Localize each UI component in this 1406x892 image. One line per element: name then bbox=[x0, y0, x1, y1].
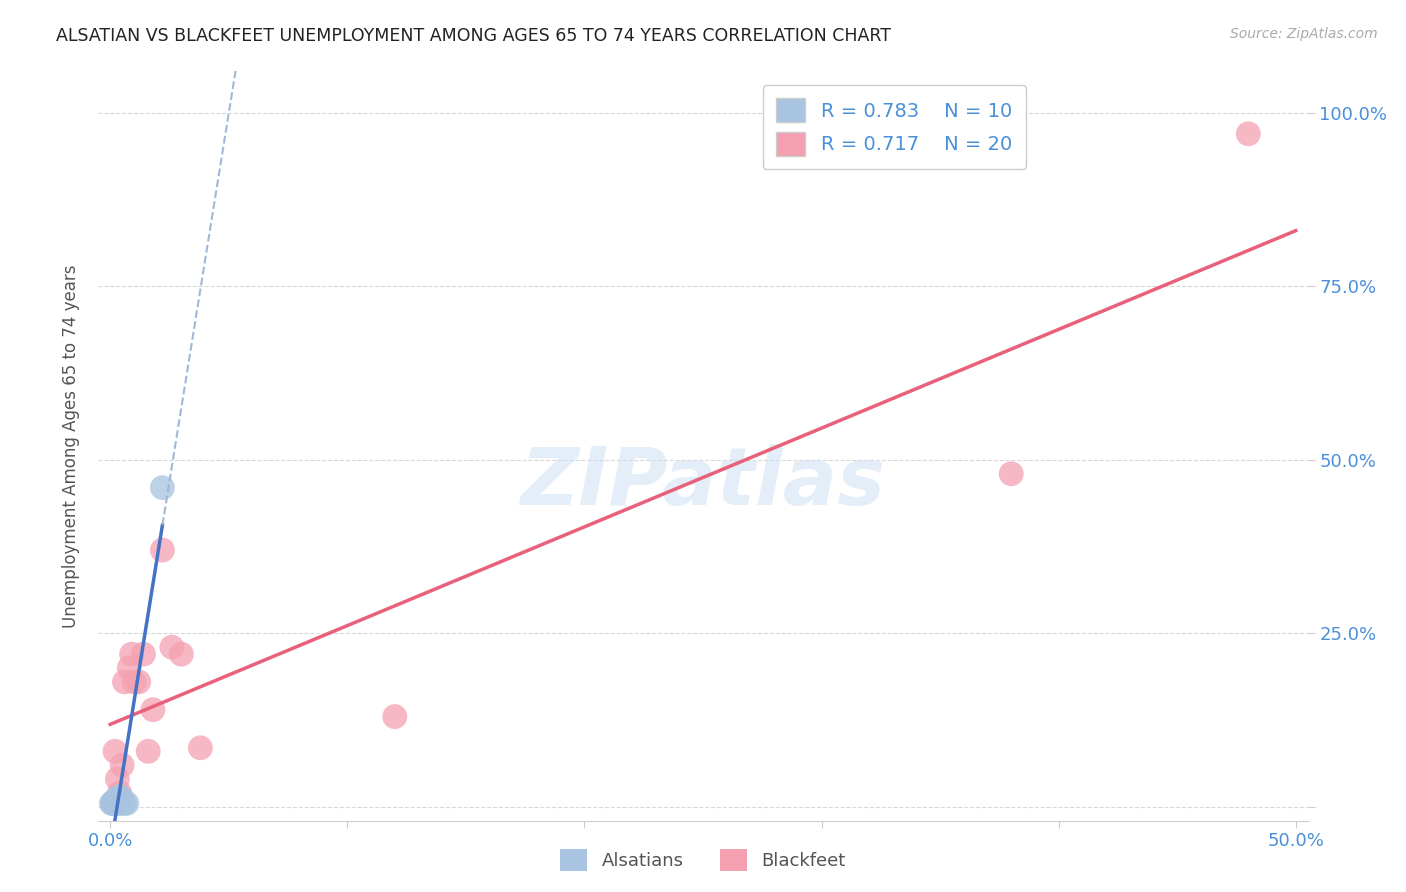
Point bbox=[100, 797, 122, 811]
Point bbox=[160, 640, 183, 655]
Y-axis label: Unemployment Among Ages 65 to 74 years: Unemployment Among Ages 65 to 74 years bbox=[62, 264, 80, 628]
Point bbox=[142, 703, 165, 717]
Point bbox=[103, 797, 125, 811]
Point bbox=[115, 797, 138, 811]
Text: Source: ZipAtlas.com: Source: ZipAtlas.com bbox=[1230, 27, 1378, 41]
Point bbox=[1000, 467, 1022, 481]
Point bbox=[108, 797, 131, 811]
Point bbox=[101, 797, 124, 811]
Text: ALSATIAN VS BLACKFEET UNEMPLOYMENT AMONG AGES 65 TO 74 YEARS CORRELATION CHART: ALSATIAN VS BLACKFEET UNEMPLOYMENT AMONG… bbox=[56, 27, 891, 45]
Point bbox=[128, 674, 150, 689]
Point bbox=[104, 744, 127, 758]
Point bbox=[122, 674, 145, 689]
Point bbox=[111, 797, 134, 811]
Point bbox=[136, 744, 159, 758]
Point bbox=[114, 797, 136, 811]
Point bbox=[190, 740, 212, 755]
Point bbox=[105, 797, 128, 811]
Point bbox=[108, 789, 131, 804]
Point bbox=[111, 793, 134, 807]
Point bbox=[118, 661, 141, 675]
Point bbox=[121, 647, 143, 661]
Point bbox=[101, 797, 124, 811]
Point bbox=[105, 772, 128, 786]
Point bbox=[111, 758, 134, 772]
Point bbox=[384, 709, 406, 723]
Point bbox=[114, 674, 136, 689]
Point bbox=[104, 793, 127, 807]
Legend: Alsatians, Blackfeet: Alsatians, Blackfeet bbox=[553, 842, 853, 879]
Text: ZIPatlas: ZIPatlas bbox=[520, 444, 886, 523]
Point bbox=[152, 543, 174, 558]
Point bbox=[105, 793, 128, 807]
Point bbox=[1237, 127, 1260, 141]
Point bbox=[104, 797, 127, 811]
Point bbox=[108, 786, 131, 800]
Point bbox=[170, 647, 193, 661]
Point bbox=[152, 481, 174, 495]
Point bbox=[132, 647, 155, 661]
Legend: R = 0.783    N = 10, R = 0.717    N = 20: R = 0.783 N = 10, R = 0.717 N = 20 bbox=[762, 85, 1026, 169]
